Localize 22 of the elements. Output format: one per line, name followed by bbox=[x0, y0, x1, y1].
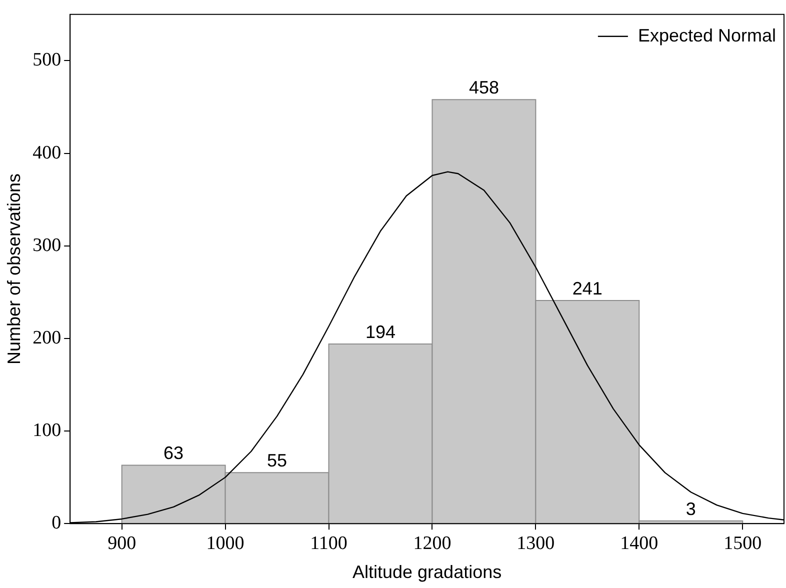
data-label: 458 bbox=[468, 78, 499, 98]
y-axis-title: Number of observations bbox=[4, 173, 24, 365]
data-label: 3 bbox=[686, 498, 696, 519]
y-tick-label: 100 bbox=[32, 420, 62, 442]
x-tick-label: 1400 bbox=[620, 532, 658, 554]
y-tick-label: 400 bbox=[32, 142, 62, 164]
legend-label: Expected Normal bbox=[638, 25, 776, 46]
y-tick-label: 300 bbox=[32, 234, 62, 256]
data-label: 194 bbox=[365, 322, 396, 342]
x-tick-label: 1300 bbox=[516, 532, 555, 554]
x-tick-label: 1100 bbox=[310, 532, 348, 554]
x-tick-label: 1500 bbox=[724, 532, 762, 554]
data-label: 55 bbox=[267, 450, 288, 471]
x-tick-label: 1200 bbox=[413, 532, 452, 554]
y-tick-label: 500 bbox=[32, 50, 62, 71]
data-label: 241 bbox=[572, 278, 602, 298]
y-tick-label: 0 bbox=[52, 512, 62, 534]
x-tick-label: 900 bbox=[108, 532, 136, 554]
x-tick-label: 1000 bbox=[206, 532, 244, 554]
x-axis-title: Altitude gradations bbox=[352, 562, 502, 582]
data-label: 63 bbox=[164, 443, 184, 464]
y-tick-label: 200 bbox=[32, 327, 62, 348]
